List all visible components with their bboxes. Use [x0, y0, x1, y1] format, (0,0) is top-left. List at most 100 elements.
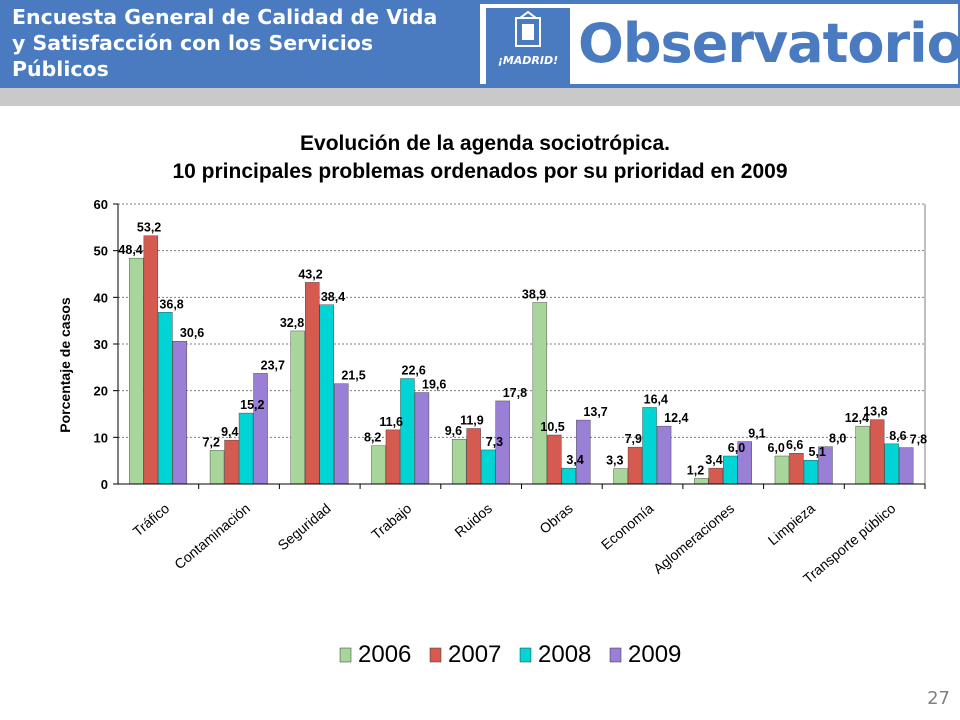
y-axis-label: Porcentaje de casos [57, 297, 73, 433]
data-label: 3,4 [566, 453, 583, 467]
page-title: Encuesta General de Calidad de Vida y Sa… [12, 5, 438, 81]
data-label: 3,3 [606, 454, 623, 468]
bar-2009 [414, 392, 430, 485]
data-label: 48,4 [118, 243, 142, 257]
data-label: 6,0 [728, 441, 745, 455]
data-label: 3,4 [705, 453, 722, 467]
bar-chart: Evolución de la agenda sociotrópica. 10 … [57, 132, 927, 668]
data-label: 12,4 [845, 411, 869, 425]
legend-label-2006: 2006 [358, 641, 411, 668]
y-tick-label: 10 [94, 430, 108, 445]
legend-swatch-2006 [339, 647, 352, 663]
bar-2009 [576, 419, 591, 485]
bar-2007 [789, 453, 804, 485]
data-label: 7,2 [203, 435, 220, 449]
bar-2006 [532, 302, 548, 485]
bar-2007 [627, 446, 643, 485]
data-label: 43,2 [298, 267, 322, 281]
legend-swatch-2007 [429, 647, 442, 663]
y-tick-label: 20 [94, 384, 108, 399]
data-labels-layer: 48,4 53,2 36,8 30,6 7,29,415,2 23,7 32,8 43,2 38… [118, 221, 927, 478]
data-label: 32,8 [280, 316, 304, 330]
bars-layer [129, 235, 914, 485]
bar-2006 [694, 478, 709, 485]
grid-layer [118, 203, 926, 484]
data-label: 23,7 [261, 358, 285, 372]
bar-2006 [290, 330, 305, 485]
legend-swatch-2008 [519, 647, 532, 663]
madrid-logo-text: ¡MADRID! [497, 54, 559, 67]
data-label: 9,4 [221, 425, 238, 439]
legend: 2006 2007 2008 2009 [339, 641, 681, 668]
data-label: 1,2 [687, 463, 704, 477]
x-category-label: Limpieza [765, 500, 818, 548]
bar-2009 [656, 425, 672, 485]
y-tick-label: 50 [94, 244, 108, 259]
data-label: 7,8 [910, 433, 927, 447]
bar-2008 [400, 378, 415, 485]
data-label: 7,9 [625, 432, 642, 446]
legend-swatch-2009 [609, 647, 622, 663]
data-label: 5,1 [809, 445, 826, 459]
data-label: 22,6 [402, 364, 426, 378]
madrid-logo: ¡MADRID! [486, 8, 570, 84]
bar-2009 [898, 447, 914, 485]
data-label: 10,5 [540, 420, 564, 434]
madrid-crest-icon [515, 10, 541, 47]
legend-label-2008: 2008 [538, 641, 591, 668]
y-tick-label: 60 [94, 197, 108, 212]
observatorio-logo: Observatorio [578, 12, 960, 75]
x-category-label: Ruidos [451, 500, 495, 540]
data-label: 36,8 [159, 297, 183, 311]
data-label: 9,1 [748, 427, 765, 441]
data-label: 8,0 [829, 432, 846, 446]
bar-2009 [334, 383, 349, 485]
page-number: 27 [927, 688, 950, 709]
bar-2008 [642, 407, 657, 485]
data-label: 38,9 [522, 287, 546, 301]
bar-2007 [224, 439, 239, 485]
legend-label-2007: 2007 [448, 641, 501, 668]
bar-2008 [158, 312, 173, 485]
bar-2008 [238, 412, 254, 485]
chart-title-line1: Evolución de la agenda sociotrópica. [300, 132, 670, 155]
bar-2008 [319, 304, 334, 485]
data-label: 13,7 [583, 405, 607, 419]
x-category-label: Seguridad [274, 500, 333, 553]
data-label: 6,6 [786, 438, 803, 452]
bar-2008 [561, 467, 577, 485]
bar-2006 [209, 450, 225, 485]
x-category-label: Obras [536, 500, 575, 537]
data-label: 53,2 [137, 221, 161, 235]
data-label: 15,2 [240, 398, 264, 412]
data-label: 17,8 [503, 386, 527, 400]
bar-2008 [803, 460, 819, 485]
bar-2008 [884, 443, 899, 485]
bar-2007 [385, 429, 401, 485]
data-label: 8,6 [889, 429, 906, 443]
x-category-label: Economía [598, 500, 657, 553]
bar-2009 [172, 340, 188, 485]
bar-2008 [480, 449, 496, 485]
y-tick-label: 0 [101, 477, 108, 492]
data-label: 13,8 [863, 405, 887, 419]
data-label: 6,0 [768, 441, 785, 455]
data-label: 38,4 [321, 290, 345, 304]
chart-title-line2: 10 principales problemas ordenados por s… [172, 160, 787, 183]
data-label: 9,6 [445, 424, 462, 438]
legend-label-2009: 2009 [628, 641, 681, 668]
data-label: 7,3 [486, 435, 503, 449]
x-category-label: Contaminación [171, 500, 253, 572]
bar-2006 [855, 425, 870, 485]
bar-2006 [774, 455, 790, 485]
data-label: 19,6 [422, 378, 446, 392]
data-label: 21,5 [341, 369, 365, 383]
bar-2008 [723, 455, 738, 485]
data-label: 16,4 [644, 392, 668, 406]
x-category-label: Aglomeraciones [650, 500, 737, 577]
bar-2007 [869, 419, 885, 485]
bar-2007 [547, 434, 562, 485]
data-label: 11,6 [379, 415, 403, 429]
bar-2007 [466, 428, 481, 485]
data-label: 12,4 [664, 411, 688, 425]
